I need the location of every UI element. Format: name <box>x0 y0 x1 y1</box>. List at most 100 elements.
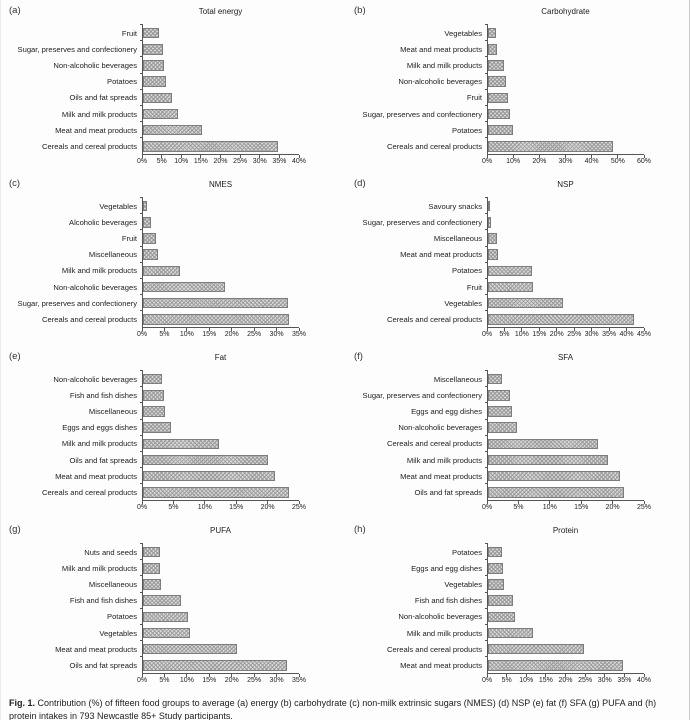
x-tick <box>512 154 514 158</box>
x-tick-label: 25% <box>233 158 248 166</box>
x-axis: 0% 5% 10% 15% 20% 25% <box>482 500 651 517</box>
bar <box>143 627 190 639</box>
x-tick-label: 20% <box>558 677 573 685</box>
category-label: Non-alcoholic beverages <box>53 60 137 70</box>
bar-row <box>140 591 299 609</box>
bar <box>488 406 512 417</box>
chart-body: Vegetables Alcoholic beverages Fruit Miscel… <box>1 196 346 344</box>
bar <box>488 627 533 639</box>
x-tick-label: 15% <box>193 158 208 166</box>
category-label: Fish and fish dishes <box>69 596 137 606</box>
chart-body: Non-alcoholic beverages Fish and fish dis… <box>1 369 346 517</box>
x-tick-label: 20% <box>224 677 239 685</box>
panel-letter: (e) <box>9 351 21 362</box>
x-tick <box>486 500 488 504</box>
panel-letter: (c) <box>9 178 21 189</box>
bar <box>488 454 609 466</box>
category-label: Vegetables <box>444 579 482 589</box>
x-tick <box>565 154 566 158</box>
category-labels: Non-alcoholic beverages Fish and fish dis… <box>1 371 142 501</box>
bar-row <box>140 56 299 73</box>
bar-row <box>485 245 644 263</box>
bar <box>143 390 164 401</box>
category-label: Potatoes <box>107 612 137 622</box>
bar-row <box>485 40 644 57</box>
x-tick <box>298 500 300 504</box>
x-tick-label: 35% <box>617 677 632 685</box>
bar-row <box>140 213 299 230</box>
x-tick-label: 40% <box>584 158 599 166</box>
chart-panel-b: (b) Carbohydrate Vegetables Meat and meat p… <box>346 0 689 173</box>
category-label: Sugar, preserves and confectionery <box>362 217 482 227</box>
category-label: Cereals and cereal products <box>387 314 482 324</box>
bar <box>143 406 166 417</box>
category-label: Non-alcoholic beverages <box>398 77 482 87</box>
x-axis: 0% 5% 10% 15% 20% 25% 30% 35% 40% 45% <box>482 327 651 344</box>
charts-grid: (a) Total energy Fruit Sugar, preserves and… <box>1 0 689 692</box>
x-tick <box>643 673 645 677</box>
chart-panel-d: (d) NSP Savoury snacks Sugar, preserves and… <box>346 173 689 346</box>
bar <box>143 470 276 482</box>
bar-row <box>485 369 644 387</box>
category-label: Miscellaneous <box>88 406 137 416</box>
x-tick-label: 5% <box>499 331 510 339</box>
bar-row <box>140 418 299 436</box>
x-tick <box>643 154 645 158</box>
category-label: Non-alcoholic beverages <box>53 282 137 292</box>
category-label: Oils and fat spreads <box>414 487 482 497</box>
x-tick-label: 10% <box>514 331 529 339</box>
bar <box>488 249 499 260</box>
bar-row <box>140 369 299 387</box>
bar-row <box>140 450 299 468</box>
chart-title: PUFA <box>210 526 231 535</box>
bar-row <box>140 640 299 657</box>
bar-row <box>140 607 299 625</box>
bar <box>488 487 625 498</box>
chart-body: Miscellaneous Sugar, preserves and confec… <box>346 369 689 517</box>
category-label: Fruit <box>466 282 482 292</box>
bar <box>488 141 613 152</box>
bar <box>143 200 147 212</box>
bar <box>143 546 160 558</box>
category-label: Eggs and egg dishes <box>411 563 482 573</box>
panel-letter: (h) <box>354 524 366 535</box>
bar-row <box>140 542 299 560</box>
x-tick-label: 40% <box>636 677 652 685</box>
category-label: Fruit <box>121 28 137 38</box>
x-tick <box>141 673 143 677</box>
bar-row <box>485 72 644 90</box>
plot-area <box>140 542 299 674</box>
x-tick-label: 5% <box>168 504 179 512</box>
bar-row <box>485 591 644 609</box>
category-label: Non-alcoholic beverages <box>398 423 482 433</box>
x-tick-label: 15% <box>574 504 589 512</box>
bar <box>143 281 226 293</box>
bar <box>488 470 621 482</box>
category-label: Vegetables <box>444 298 482 308</box>
category-labels: Potatoes Eggs and egg dishes Vegetables Fis… <box>346 544 487 674</box>
bar-row <box>140 386 299 403</box>
x-tick-label: 35% <box>272 158 287 166</box>
bar-row <box>140 72 299 90</box>
chart-body: Fruit Sugar, preserves and confectionery N… <box>1 23 346 171</box>
bar-row <box>140 137 299 154</box>
category-label: Miscellaneous <box>88 250 137 260</box>
x-tick-label: 15% <box>229 504 244 512</box>
x-tick-label: 0% <box>481 158 493 166</box>
bar-row <box>140 88 299 106</box>
bar <box>143 297 288 309</box>
x-tick <box>538 154 540 158</box>
chart-title: Carbohydrate <box>541 7 590 16</box>
bar <box>488 422 517 433</box>
bar-row <box>140 467 299 484</box>
x-tick-label: 30% <box>269 331 284 339</box>
x-tick <box>506 673 508 677</box>
category-label: Milk and milk products <box>406 455 482 465</box>
chart-title: NSP <box>557 180 574 189</box>
plot-area <box>485 196 644 328</box>
x-tick <box>253 673 255 677</box>
bar <box>143 141 278 152</box>
bar <box>143 454 268 466</box>
bar-row <box>140 483 299 500</box>
x-tick <box>643 327 645 331</box>
